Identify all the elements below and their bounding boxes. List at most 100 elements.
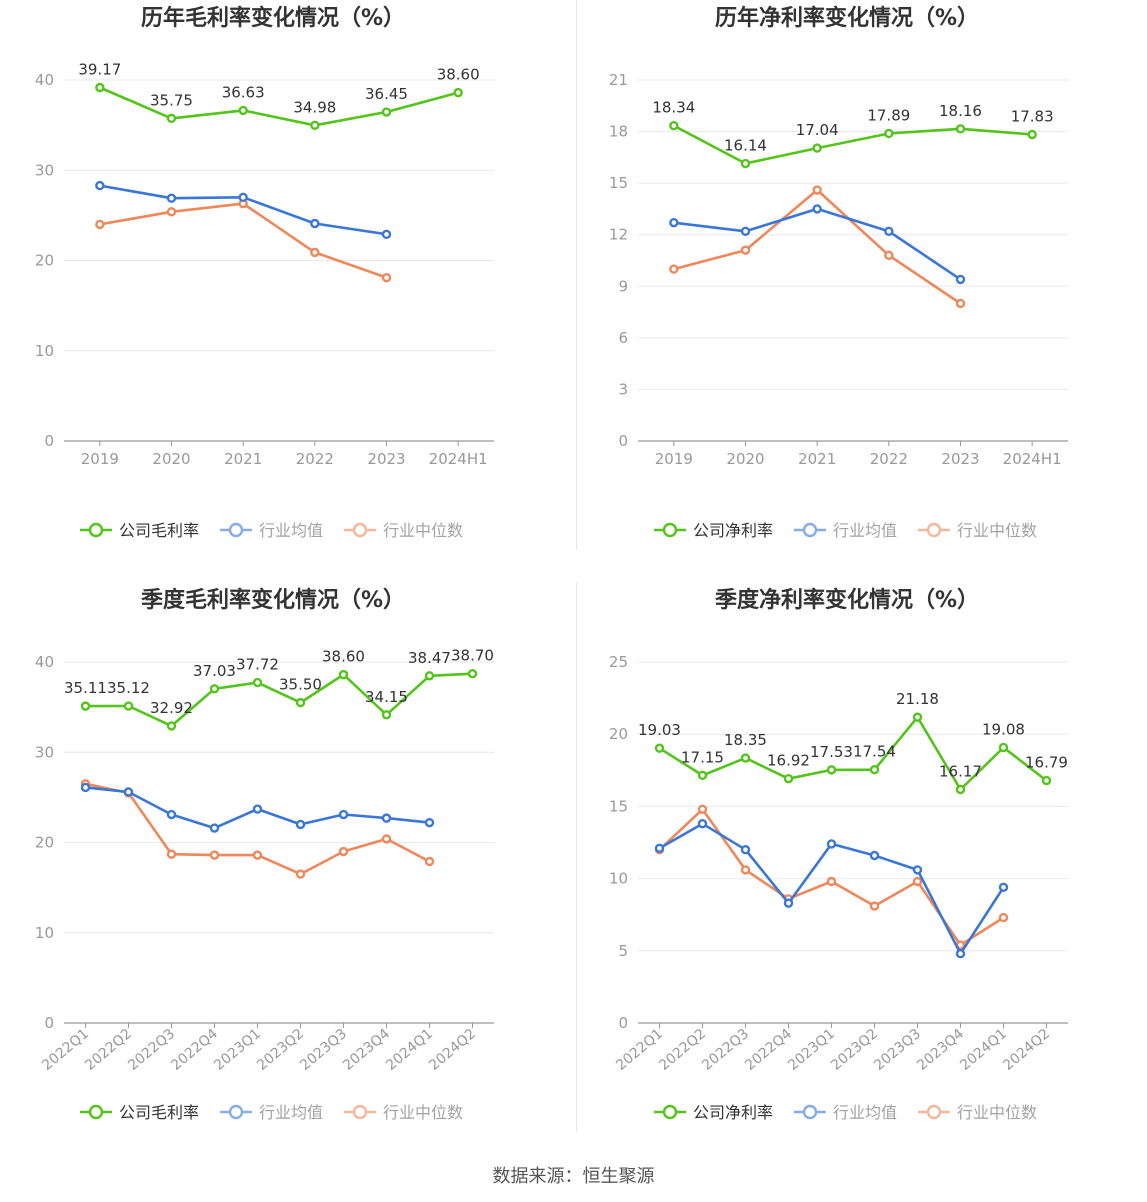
data-point-industry_avg — [80, 782, 91, 793]
y-tick-label: 9 — [618, 277, 628, 295]
legend-swatch-circle — [352, 1104, 368, 1120]
data-point-industry_avg — [812, 204, 822, 214]
data-point-industry_avg — [740, 226, 751, 236]
data-point-industry_median — [869, 901, 880, 911]
data-point-industry_median — [166, 849, 177, 859]
x-tick-label: 2024H1 — [429, 450, 488, 468]
data-point-company — [166, 113, 177, 124]
x-tick-label: 2022Q4 — [168, 1026, 221, 1074]
data-point-industry_median — [669, 264, 679, 274]
data-point-industry_avg — [783, 898, 794, 908]
data-label: 37.72 — [236, 656, 279, 674]
data-label: 17.53 — [810, 743, 853, 761]
data-point-company — [123, 701, 134, 711]
x-tick-label: 2023Q1 — [785, 1026, 838, 1074]
data-point-company — [467, 669, 478, 679]
data-point-industry_avg — [669, 217, 679, 228]
legend-item-industry_median: 行业中位数 — [344, 521, 463, 540]
x-tick-label: 2019 — [655, 450, 693, 468]
data-point-company — [80, 701, 91, 711]
data-label: 36.45 — [365, 85, 408, 103]
y-tick-label: 10 — [35, 924, 54, 942]
data-label: 38.60 — [322, 648, 365, 666]
legend-item-industry_median: 行业中位数 — [918, 521, 1037, 540]
data-label: 34.15 — [365, 688, 408, 706]
data-label: 18.34 — [652, 99, 695, 117]
legend-swatch-circle — [88, 522, 104, 538]
legend-item-industry_median: 行业中位数 — [344, 1103, 463, 1122]
data-point-industry_avg — [123, 787, 134, 797]
data-point-company — [740, 158, 751, 169]
legend-label: 公司毛利率 — [119, 521, 199, 540]
y-tick-label: 40 — [35, 653, 54, 671]
series-line-industry_median — [99, 202, 387, 279]
legend-swatch-circle — [926, 522, 942, 538]
y-tick-label: 30 — [35, 161, 54, 179]
legend-swatch-circle — [352, 522, 368, 538]
data-label: 17.54 — [853, 743, 896, 761]
data-point-company — [238, 105, 248, 116]
legend-label: 行业中位数 — [957, 521, 1037, 540]
data-point-industry_avg — [95, 180, 105, 191]
data-point-company — [697, 770, 708, 781]
data-label: 18.16 — [939, 102, 982, 120]
vertical-divider-bottom — [576, 582, 577, 1132]
y-tick-label: 3 — [618, 380, 628, 398]
data-point-industry_median — [381, 272, 392, 283]
data-point-industry_median — [95, 219, 105, 230]
data-point-company — [166, 721, 177, 731]
data-point-industry_median — [740, 865, 751, 875]
annual-gross-margin-chart: 历年毛利率变化情况（%） 0 10 20 30 40 2019 2020 2021 2022 202… — [35, 5, 494, 540]
series-line-company — [99, 86, 459, 127]
legend-item-company: 公司净利率 — [654, 1103, 773, 1122]
quarterly-gross-margin-chart: 季度毛利率变化情况（%）0102030402022Q12022Q22022Q32… — [35, 587, 494, 1122]
data-point-industry_median — [252, 850, 263, 860]
y-tick-label: 15 — [609, 797, 628, 815]
y-tick-label: 6 — [618, 329, 628, 347]
data-point-industry_avg — [740, 845, 751, 855]
data-point-company — [669, 121, 679, 131]
x-tick-label: 2022 — [296, 450, 334, 468]
data-point-company — [295, 697, 306, 708]
data-label: 35.75 — [150, 91, 193, 109]
data-point-industry_avg — [166, 193, 177, 203]
data-point-industry_avg — [884, 226, 894, 236]
x-tick-label: 2023Q3 — [871, 1026, 924, 1074]
data-point-company — [998, 742, 1009, 753]
data-point-industry_median — [812, 185, 822, 195]
data-point-industry_avg — [381, 229, 392, 240]
y-tick-label: 10 — [609, 870, 628, 888]
data-point-industry_avg — [424, 817, 435, 828]
legend-label: 行业均值 — [259, 1103, 323, 1122]
y-tick-label: 25 — [609, 653, 628, 671]
data-source-note: 数据来源：恒生聚源 — [492, 1166, 655, 1187]
data-label: 17.15 — [681, 748, 724, 766]
data-point-company — [869, 765, 880, 775]
annual-net-margin-chart: 历年净利率变化情况（%） 0 3 6 9 12 15 18 21 2019 2020 2021 2022… — [609, 5, 1068, 540]
x-tick-label: 2023 — [367, 450, 405, 468]
x-tick-label: 2023Q4 — [914, 1026, 967, 1074]
y-tick-label: 20 — [35, 252, 54, 270]
legend-label: 公司净利率 — [693, 1103, 773, 1122]
data-point-industry_avg — [310, 218, 320, 229]
legend-label: 行业均值 — [259, 521, 323, 540]
legend-item-company: 公司毛利率 — [80, 1103, 199, 1122]
y-tick-label: 0 — [44, 432, 54, 450]
data-label: 19.03 — [638, 721, 681, 739]
data-point-industry_median — [424, 856, 435, 867]
chart-title: 历年净利率变化情况（%） — [715, 5, 979, 31]
data-label: 38.70 — [451, 647, 494, 665]
x-tick-label: 2022Q2 — [82, 1026, 135, 1074]
data-point-industry_avg — [209, 823, 220, 833]
data-label: 35.50 — [279, 676, 322, 694]
y-tick-label: 20 — [35, 834, 54, 852]
data-label: 16.17 — [939, 763, 982, 781]
data-point-company — [381, 710, 392, 720]
data-point-industry_avg — [955, 948, 966, 959]
x-tick-label: 2023Q2 — [254, 1026, 307, 1074]
data-point-company — [453, 87, 463, 98]
data-point-company — [654, 743, 665, 753]
chart-title: 季度毛利率变化情况（%） — [141, 587, 405, 613]
legend-swatch-circle — [802, 522, 818, 538]
legend-item-industry_avg: 行业均值 — [794, 1103, 897, 1122]
